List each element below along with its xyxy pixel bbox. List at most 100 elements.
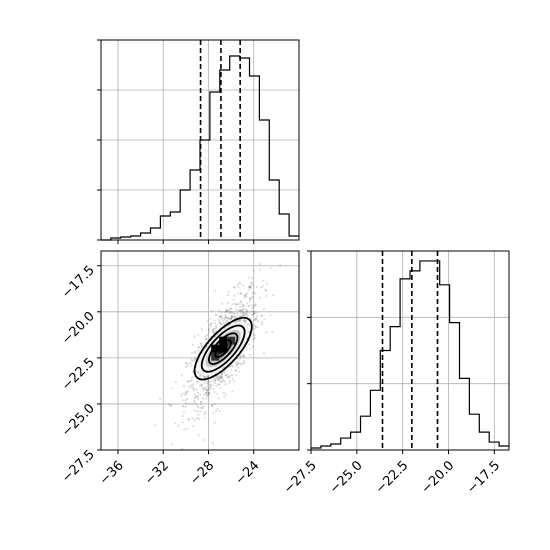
scatter-point	[224, 393, 227, 396]
scatter-point	[180, 395, 183, 398]
scatter-point	[239, 301, 242, 304]
scatter-point	[239, 357, 242, 360]
scatter-point	[239, 309, 243, 312]
scatter-point	[262, 352, 265, 355]
scatter-point	[186, 381, 190, 384]
x-tick-label: −17.5	[464, 458, 503, 497]
scatter-point	[240, 292, 243, 295]
scatter-point	[197, 346, 200, 349]
x-tick-label: −25.0	[327, 458, 366, 497]
scatter-point	[170, 387, 173, 390]
scatter-point	[235, 364, 239, 367]
scatter-point	[204, 379, 207, 383]
scatter-point	[196, 405, 199, 408]
scatter-point	[207, 379, 210, 383]
scatter-point	[220, 323, 223, 326]
scatter-point	[212, 332, 215, 335]
scatter-point	[228, 379, 231, 382]
scatter-point	[237, 292, 240, 295]
scatter-point	[181, 399, 184, 402]
scatter-point	[218, 383, 221, 386]
scatter-point	[242, 311, 245, 314]
scatter-point	[219, 380, 222, 383]
scatter-point	[226, 374, 229, 377]
scatter-point	[237, 319, 240, 322]
y-tick-label: −22.5	[59, 355, 98, 394]
scatter-point	[185, 362, 188, 365]
scatter-point	[181, 447, 184, 450]
scatter-point	[228, 312, 231, 315]
scatter-point	[215, 384, 218, 388]
scatter-point	[217, 318, 220, 321]
scatter-point	[186, 391, 189, 394]
scatter-point	[226, 376, 229, 379]
scatter-point	[232, 312, 235, 315]
scatter-point	[191, 351, 194, 354]
scatter-point	[231, 315, 234, 318]
scatter-point	[212, 327, 216, 330]
scatter-point	[181, 414, 185, 418]
scatter-point	[254, 318, 257, 321]
x-tick-label: −32	[142, 458, 172, 488]
scatter-point	[205, 392, 208, 395]
scatter-point	[174, 422, 177, 425]
scatter-point	[208, 327, 211, 330]
scatter-point	[208, 331, 211, 334]
scatter-point	[253, 312, 256, 315]
scatter-point	[229, 374, 232, 377]
scatter-point	[251, 310, 254, 313]
scatter-point	[192, 389, 195, 392]
scatter-point	[217, 375, 220, 378]
scatter-point	[197, 346, 201, 349]
scatter-point	[202, 405, 205, 408]
scatter-point	[235, 361, 238, 364]
scatter-point	[248, 305, 251, 308]
scatter-point	[208, 392, 211, 395]
scatter-point	[190, 379, 193, 382]
scatter-point	[264, 288, 267, 291]
scatter-point	[183, 405, 186, 408]
scatter-point	[211, 404, 214, 407]
scatter-point	[236, 303, 239, 306]
scatter-point	[203, 416, 206, 419]
scatter-point	[245, 308, 248, 311]
scatter-point	[203, 375, 206, 378]
scatter-point	[243, 318, 246, 321]
scatter-point	[206, 388, 209, 391]
scatter-point	[220, 377, 224, 380]
scatter-point	[246, 302, 249, 305]
scatter-point	[193, 396, 196, 399]
scatter-point	[200, 400, 203, 404]
scatter-point	[223, 395, 226, 398]
scatter-point	[279, 264, 282, 267]
scatter-point	[223, 318, 226, 321]
scatter-point	[197, 334, 200, 337]
scatter-point	[215, 313, 218, 317]
scatter-point	[239, 309, 242, 312]
scatter-point	[225, 310, 228, 313]
scatter-point	[260, 323, 264, 326]
scatter-point	[199, 385, 202, 388]
scatter-point	[212, 328, 215, 331]
scatter-point	[244, 312, 247, 315]
scatter-point	[213, 321, 217, 325]
scatter-point	[220, 375, 223, 378]
scatter-point	[193, 399, 196, 402]
scatter-point	[242, 311, 245, 314]
scatter-point	[196, 380, 199, 383]
scatter-point	[218, 386, 221, 389]
scatter-point	[194, 395, 197, 399]
scatter-point	[252, 337, 255, 341]
scatter-point	[187, 380, 190, 383]
scatter-point	[231, 390, 234, 393]
scatter-point	[201, 386, 204, 390]
scatter-point	[230, 317, 233, 320]
scatter-point	[239, 311, 242, 314]
scatter-point	[205, 391, 208, 395]
x-tick-label: −22.5	[373, 458, 412, 497]
scatter-point	[261, 285, 264, 288]
scatter-point	[213, 378, 217, 381]
scatter-point	[200, 406, 204, 409]
scatter-point	[205, 392, 208, 395]
scatter-point	[239, 355, 242, 358]
